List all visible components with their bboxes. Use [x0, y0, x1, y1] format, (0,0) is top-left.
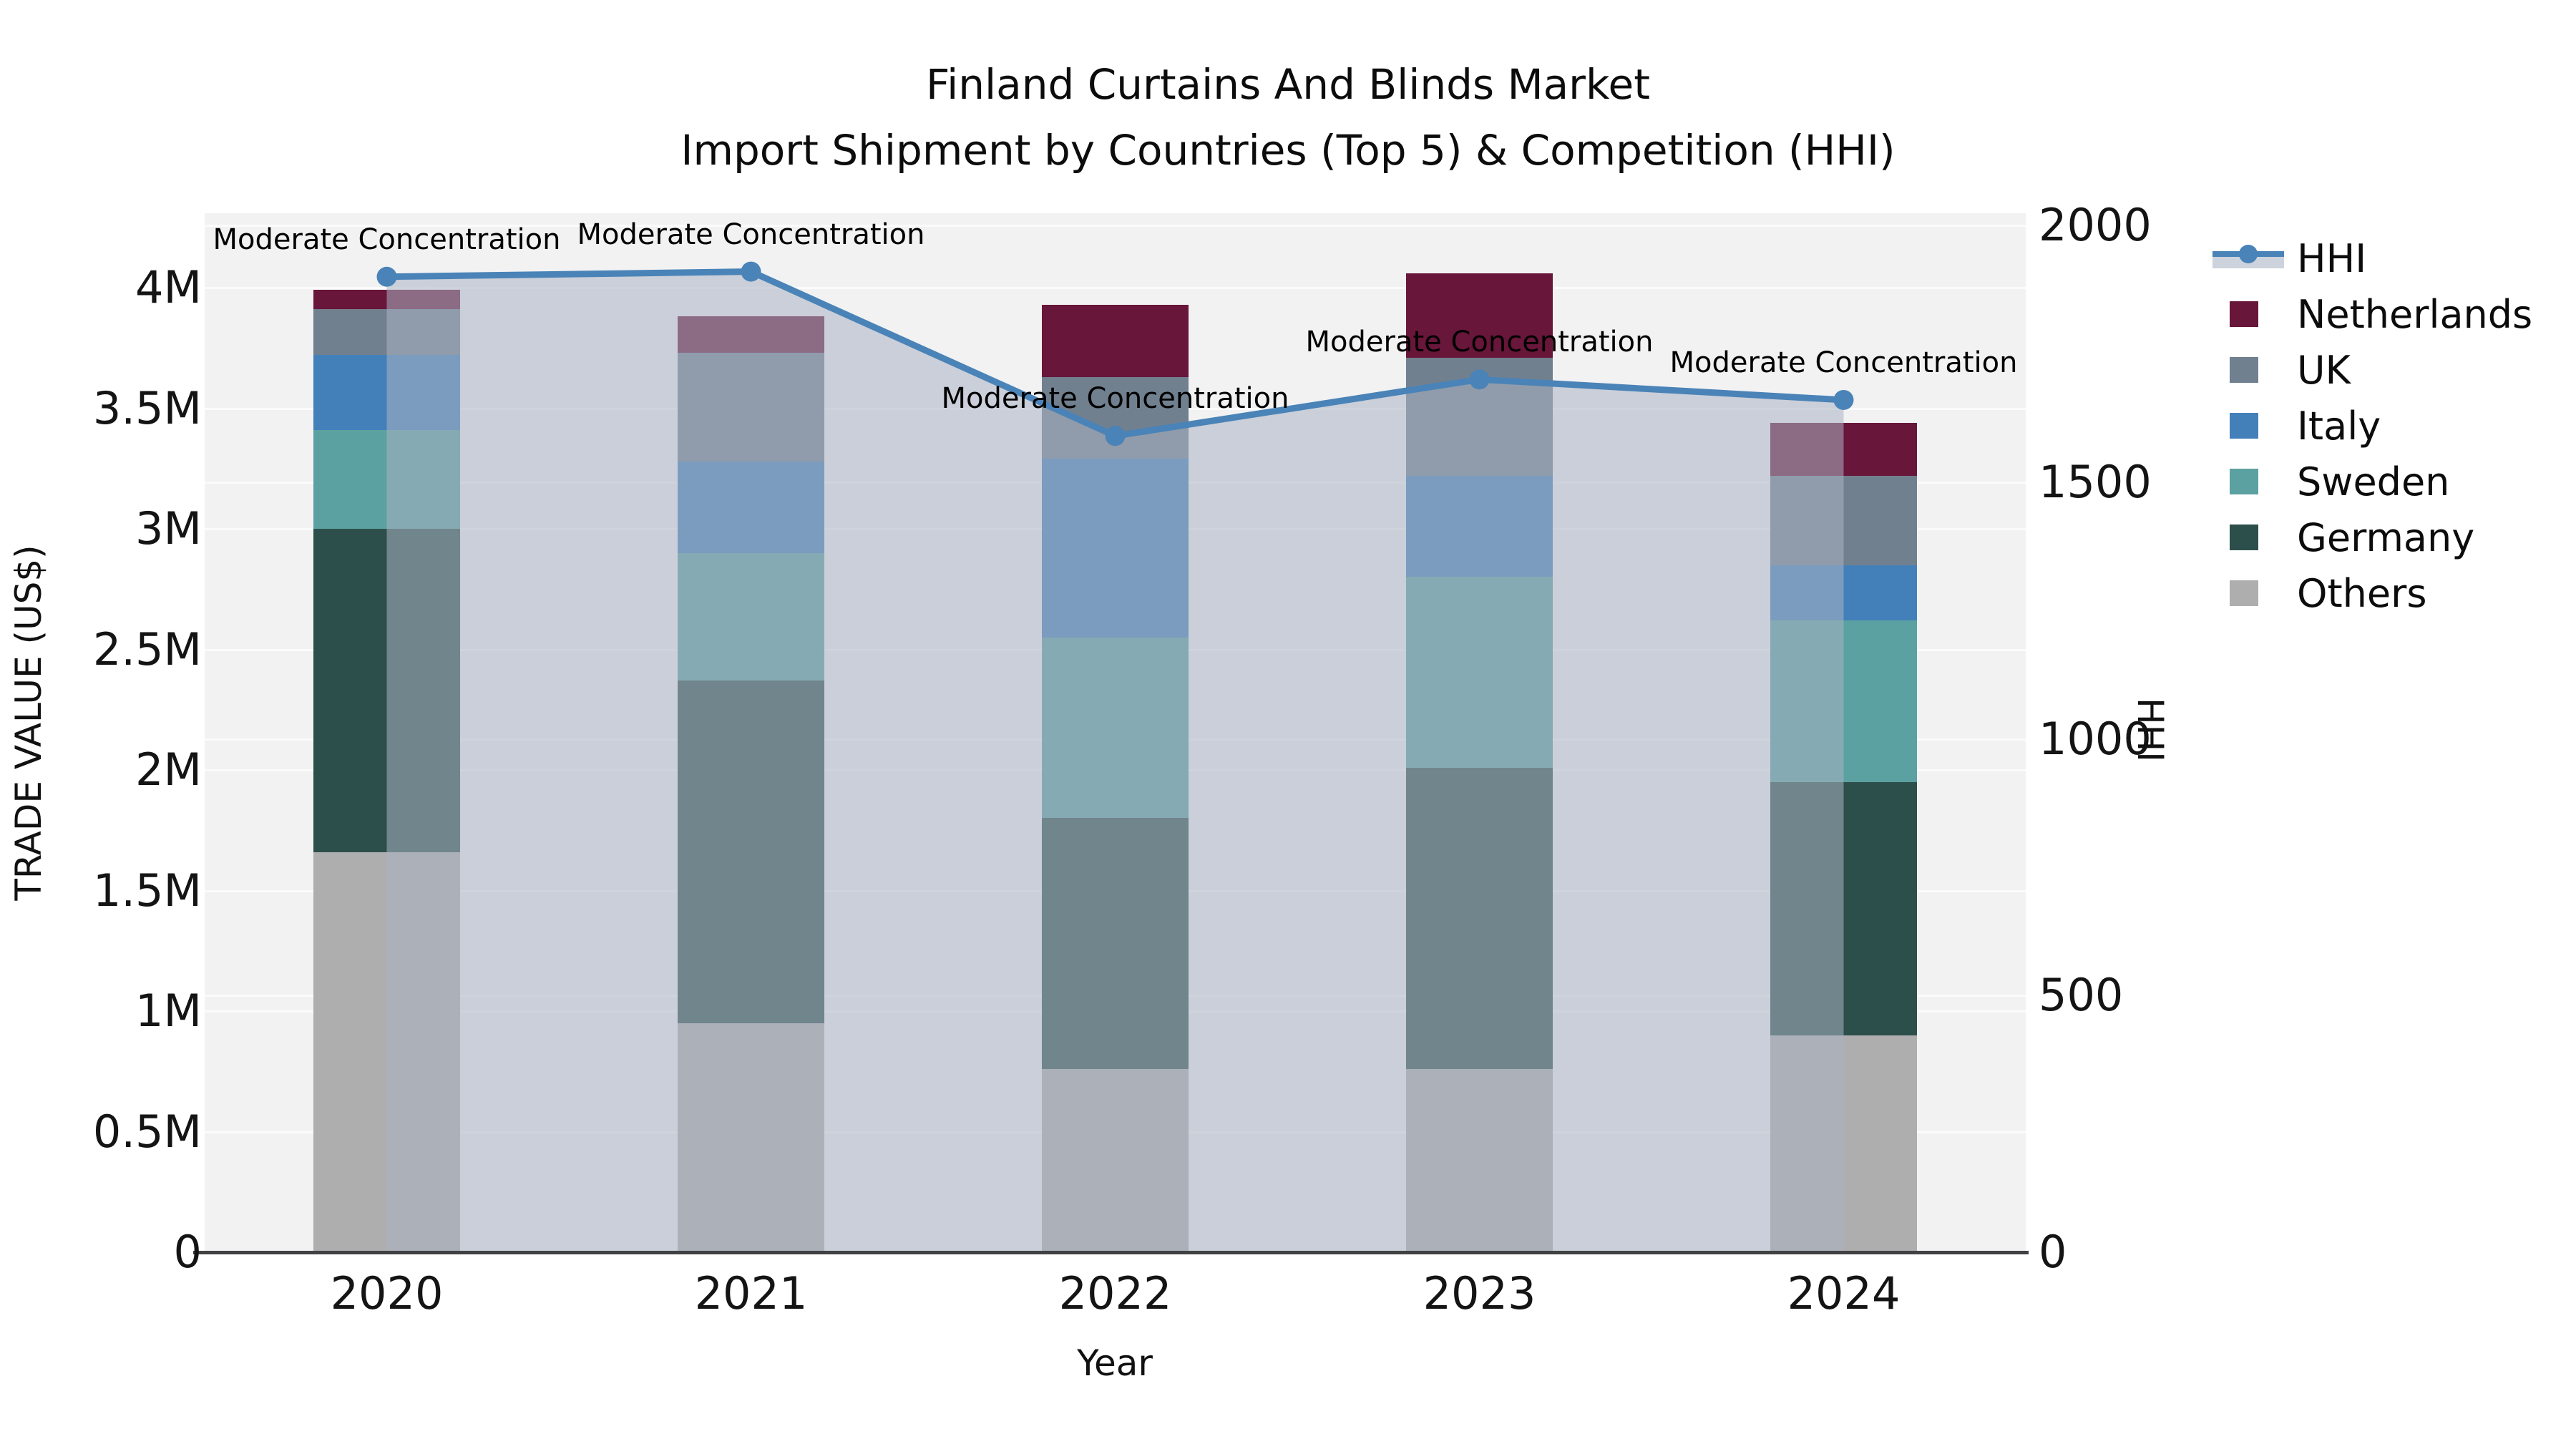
hhi-line-icon [2212, 243, 2284, 274]
x-tick-label-2024: 2024 [1787, 1267, 1901, 1319]
legend-icon-col [2212, 357, 2291, 383]
legend-item-germany[interactable]: Germany [2212, 509, 2532, 565]
x-tick-label-2022: 2022 [1058, 1267, 1172, 1319]
legend-item-uk[interactable]: UK [2212, 342, 2532, 398]
legend-swatch-others [2230, 580, 2258, 606]
hhi-line-layer [376, 261, 1854, 1252]
y-right-tick-label: 1500 [2039, 455, 2152, 508]
annotation-2020: Moderate Concentration [213, 223, 561, 256]
legend-icon-col [2212, 580, 2291, 606]
y-left-tick-label: 2M [135, 743, 202, 796]
legend: HHI Netherlands UK Italy Sweden Germany Others [2212, 230, 2532, 621]
chart-title-line1: Finland Curtains And Blinds Market [926, 60, 1650, 109]
legend-item-sweden[interactable]: Sweden [2212, 454, 2532, 509]
y-left-tick-label: 2.5M [92, 623, 202, 675]
x-axis-title: Year [1077, 1342, 1153, 1384]
legend-label: Others [2297, 570, 2427, 616]
y-axis-left-title: TRADE VALUE (US$) [8, 545, 49, 901]
y-left-tick-label: 1M [135, 985, 202, 1037]
hhi-point-2022[interactable] [1105, 426, 1126, 447]
y-left-tick-label: 3.5M [92, 381, 202, 434]
y-left-tick-label: 0.5M [92, 1105, 202, 1158]
hhi-point-2023[interactable] [1469, 369, 1490, 390]
hhi-point-2021[interactable] [741, 261, 761, 282]
legend-icon-col [2212, 469, 2291, 494]
x-tick-label-2021: 2021 [694, 1267, 808, 1319]
legend-swatch-germany [2230, 525, 2258, 550]
legend-icon-col [2212, 243, 2291, 274]
annotation-2021: Moderate Concentration [577, 218, 925, 251]
legend-swatch-sweden [2230, 469, 2258, 494]
y-left-tick-label: 3M [135, 502, 202, 555]
legend-label: Netherlands [2297, 291, 2533, 337]
y-right-tick-label: 500 [2039, 969, 2124, 1022]
legend-icon-col [2212, 301, 2291, 327]
legend-label: Sweden [2297, 459, 2450, 504]
bar-segment-netherlands-2023[interactable] [1406, 273, 1553, 358]
legend-swatch-uk [2230, 357, 2258, 383]
legend-label: HHI [2297, 235, 2367, 281]
plot-area: Moderate Concentration Moderate Concentra… [205, 213, 2026, 1252]
legend-label: Italy [2297, 403, 2381, 449]
y-right-tick-label: 1000 [2039, 712, 2152, 765]
y-right-tick-label: 0 [2039, 1226, 2067, 1278]
x-axis-line [193, 1251, 2029, 1254]
annotation-2024: Moderate Concentration [1669, 346, 2018, 379]
y-axis-right-title: HHI [2129, 698, 2171, 762]
legend-item-netherlands[interactable]: Netherlands [2212, 286, 2532, 342]
hhi-point-2020[interactable] [376, 266, 397, 287]
chart-title: Finland Curtains And Blinds Market Impor… [0, 52, 2576, 183]
legend-swatch-italy [2230, 413, 2258, 439]
annotation-2022: Moderate Concentration [941, 382, 1289, 416]
bar-segment-netherlands-2022[interactable] [1042, 304, 1189, 377]
annotation-2023: Moderate Concentration [1305, 326, 1654, 359]
hhi-area-fill [386, 271, 1844, 1252]
legend-item-others[interactable]: Others [2212, 565, 2532, 621]
legend-item-hhi[interactable]: HHI [2212, 230, 2532, 286]
hhi-dot-swatch [2239, 245, 2258, 263]
legend-icon-col [2212, 413, 2291, 439]
legend-swatch-netherlands [2230, 301, 2258, 327]
legend-label: UK [2297, 347, 2351, 393]
legend-icon-col [2212, 525, 2291, 550]
y-left-tick-label: 0 [173, 1226, 202, 1278]
y-left-tick-label: 4M [135, 261, 202, 313]
gridline [205, 225, 2026, 227]
legend-label: Germany [2297, 514, 2475, 560]
hhi-point-2024[interactable] [1833, 389, 1854, 410]
legend-item-italy[interactable]: Italy [2212, 398, 2532, 454]
x-tick-label-2020: 2020 [330, 1267, 444, 1319]
gridline [205, 287, 2026, 289]
chart-title-line2: Import Shipment by Countries (Top 5) & C… [680, 126, 1896, 175]
y-left-tick-label: 1.5M [92, 864, 202, 917]
x-tick-label-2023: 2023 [1423, 1267, 1536, 1319]
y-right-tick-label: 2000 [2039, 199, 2152, 251]
